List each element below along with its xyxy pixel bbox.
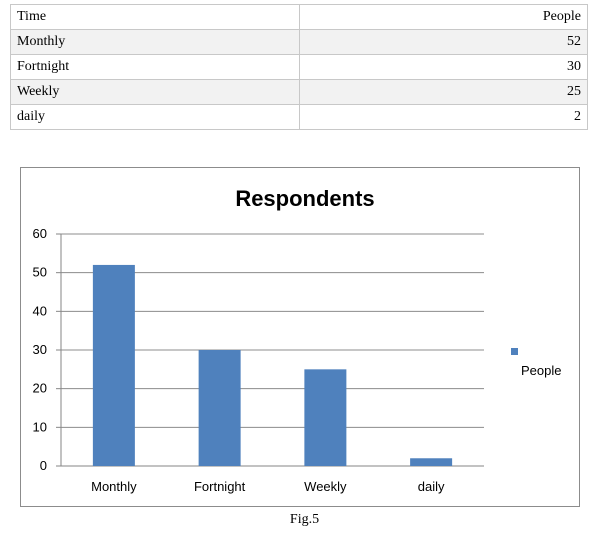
y-tick-label: 60 [33,226,47,241]
table-row: Weekly 25 [10,79,588,105]
cell-people: 25 [298,79,588,105]
x-tick-label: Monthly [91,479,137,494]
cell-time: Weekly [10,79,300,105]
chart-bars [92,264,453,466]
bar [92,264,135,466]
cell-people: 2 [298,104,588,130]
y-tick-label: 30 [33,342,47,357]
y-tick-label: 50 [33,265,47,280]
chart-title: Respondents [235,186,374,211]
cell-time: Fortnight [10,54,300,80]
x-axis-ticks: Monthly Fortnight Weekly daily [91,479,445,494]
cell-time: Monthly [10,29,300,55]
y-axis-ticks: 0 10 20 30 40 50 60 [33,226,47,473]
chart-legend: People [511,348,561,378]
chart-container: Respondents 0 10 20 30 40 50 60 Monthly Fortnig… [20,167,580,507]
table-row: Fortnight 30 [10,54,588,80]
cell-people: 52 [298,29,588,55]
x-tick-label: Weekly [304,479,347,494]
bar [198,350,241,466]
header-people: People [298,4,588,30]
table-row: Monthly 52 [10,29,588,55]
x-tick-label: Fortnight [194,479,246,494]
header-time: Time [10,4,300,30]
legend-swatch [511,348,518,355]
y-tick-label: 10 [33,419,47,434]
legend-label: People [521,363,561,378]
y-tick-label: 20 [33,381,47,396]
bar [304,369,347,466]
bar-chart: Respondents 0 10 20 30 40 50 60 Monthly Fortnig… [33,186,562,494]
figure-caption: Fig.5 [289,512,320,527]
x-tick-label: daily [418,479,445,494]
data-table: Time People Monthly 52 Fortnight 30 Week… [10,4,588,130]
cell-time: daily [10,104,300,130]
cell-people: 30 [298,54,588,80]
table-header-row: Time People [10,4,588,30]
y-tick-label: 40 [33,303,47,318]
y-tick-label: 0 [40,458,47,473]
table-row: daily 2 [10,104,588,130]
bar [410,458,453,466]
